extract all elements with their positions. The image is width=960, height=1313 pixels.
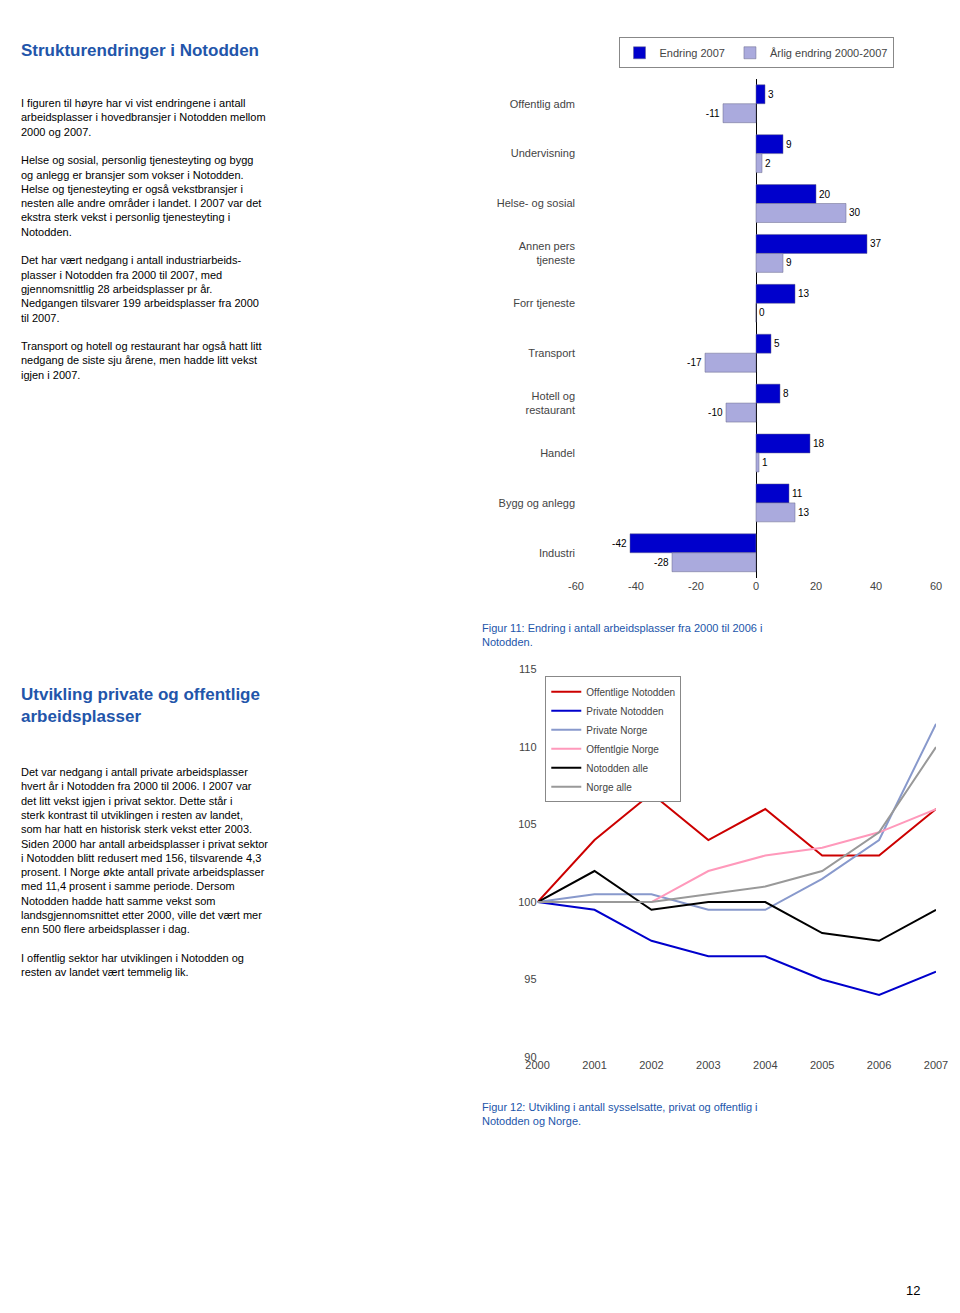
svg-text:2004: 2004 [753, 1059, 777, 1071]
svg-text:Figur 12: Utvikling i antall s: Figur 12: Utvikling i antall sysselsatte… [482, 1101, 758, 1127]
svg-text:Private Notodden: Private Notodden [586, 706, 663, 717]
svg-text:110: 110 [519, 741, 537, 753]
svg-text:-60: -60 [568, 580, 584, 592]
svg-text:Forr tjeneste: Forr tjeneste [513, 297, 575, 309]
svg-text:-11: -11 [706, 108, 720, 119]
svg-text:20: 20 [810, 580, 822, 592]
svg-text:Strukturendringer i Notodden: Strukturendringer i Notodden [21, 41, 259, 60]
svg-text:40: 40 [870, 580, 882, 592]
svg-text:60: 60 [930, 580, 942, 592]
svg-text:Norge alle: Norge alle [586, 782, 632, 793]
svg-text:Årlig endring 2000-2007: Årlig endring 2000-2007 [770, 47, 887, 59]
svg-text:Industri: Industri [539, 547, 575, 559]
svg-text:100: 100 [518, 896, 536, 908]
svg-text:Figur 11: Endring i antall arb: Figur 11: Endring i antall arbeidsplasse… [482, 622, 762, 648]
svg-text:Utvikling private og offentlig: Utvikling private og offentligearbeidspl… [21, 685, 260, 726]
svg-text:Offentlgie Norge: Offentlgie Norge [586, 744, 659, 755]
svg-text:3: 3 [768, 89, 774, 100]
svg-text:Offentlig adm: Offentlig adm [510, 98, 575, 110]
svg-text:Bygg og anlegg: Bygg og anlegg [499, 497, 575, 509]
svg-text:Hotell ogrestaurant: Hotell ogrestaurant [525, 390, 575, 416]
svg-text:1: 1 [762, 457, 768, 468]
svg-text:13: 13 [798, 288, 810, 299]
svg-text:9: 9 [786, 257, 792, 268]
svg-text:Private Norge: Private Norge [586, 725, 648, 736]
svg-text:30: 30 [849, 207, 861, 218]
svg-text:5: 5 [774, 338, 780, 349]
svg-text:Helse- og sosial: Helse- og sosial [497, 197, 575, 209]
svg-text:-20: -20 [688, 580, 704, 592]
svg-text:Notodden alle: Notodden alle [586, 763, 648, 774]
svg-text:2007: 2007 [924, 1059, 948, 1071]
svg-text:Undervisning: Undervisning [511, 147, 575, 159]
svg-text:Transport: Transport [528, 347, 575, 359]
svg-text:2005: 2005 [810, 1059, 834, 1071]
svg-text:13: 13 [798, 507, 810, 518]
svg-text:Endring 2007: Endring 2007 [660, 47, 725, 59]
svg-text:2006: 2006 [867, 1059, 891, 1071]
svg-text:37: 37 [870, 238, 882, 249]
svg-text:9: 9 [786, 139, 792, 150]
svg-text:11: 11 [792, 488, 803, 499]
svg-text:2: 2 [765, 158, 771, 169]
svg-text:Annen perstjeneste: Annen perstjeneste [519, 240, 576, 266]
svg-text:90: 90 [524, 1051, 536, 1063]
svg-text:2002: 2002 [639, 1059, 663, 1071]
svg-text:Handel: Handel [540, 447, 575, 459]
svg-text:-28: -28 [654, 557, 669, 568]
svg-text:Det var nedgang i antall priva: Det var nedgang i antall private arbeids… [21, 766, 268, 978]
svg-text:95: 95 [524, 973, 536, 985]
svg-text:-10: -10 [708, 407, 723, 418]
svg-text:18: 18 [813, 438, 825, 449]
svg-text:0: 0 [759, 307, 765, 318]
svg-text:0: 0 [753, 580, 759, 592]
svg-text:I figuren til høyre har vi vis: I figuren til høyre har vi vist endringe… [21, 97, 266, 381]
svg-text:-42: -42 [612, 538, 627, 549]
svg-text:2001: 2001 [582, 1059, 606, 1071]
svg-text:-40: -40 [628, 580, 644, 592]
svg-text:115: 115 [519, 663, 537, 675]
svg-text:Offentlige Notodden: Offentlige Notodden [586, 687, 675, 698]
svg-text:2003: 2003 [696, 1059, 720, 1071]
svg-text:2000: 2000 [525, 1059, 549, 1071]
svg-text:-17: -17 [687, 357, 702, 368]
svg-text:12: 12 [906, 1283, 920, 1298]
svg-text:8: 8 [783, 388, 789, 399]
svg-text:20: 20 [819, 189, 831, 200]
svg-text:105: 105 [518, 818, 536, 830]
